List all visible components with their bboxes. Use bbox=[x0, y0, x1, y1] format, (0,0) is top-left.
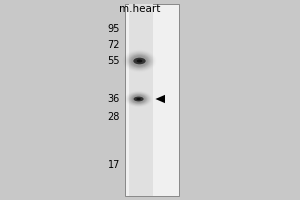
Ellipse shape bbox=[133, 58, 146, 64]
Bar bbox=[129, 4, 153, 196]
Polygon shape bbox=[155, 95, 165, 103]
Text: 55: 55 bbox=[107, 56, 120, 66]
Text: 28: 28 bbox=[108, 112, 120, 122]
Ellipse shape bbox=[131, 55, 148, 66]
Text: 72: 72 bbox=[107, 40, 120, 50]
Text: 95: 95 bbox=[108, 24, 120, 34]
Ellipse shape bbox=[131, 95, 146, 103]
Ellipse shape bbox=[136, 98, 141, 100]
Ellipse shape bbox=[130, 55, 149, 67]
Text: 17: 17 bbox=[108, 160, 120, 170]
Bar bbox=[124, 4, 178, 196]
Text: 36: 36 bbox=[108, 94, 120, 104]
Ellipse shape bbox=[132, 95, 145, 103]
Text: m.heart: m.heart bbox=[119, 4, 160, 14]
Ellipse shape bbox=[136, 59, 142, 63]
Ellipse shape bbox=[134, 97, 144, 101]
